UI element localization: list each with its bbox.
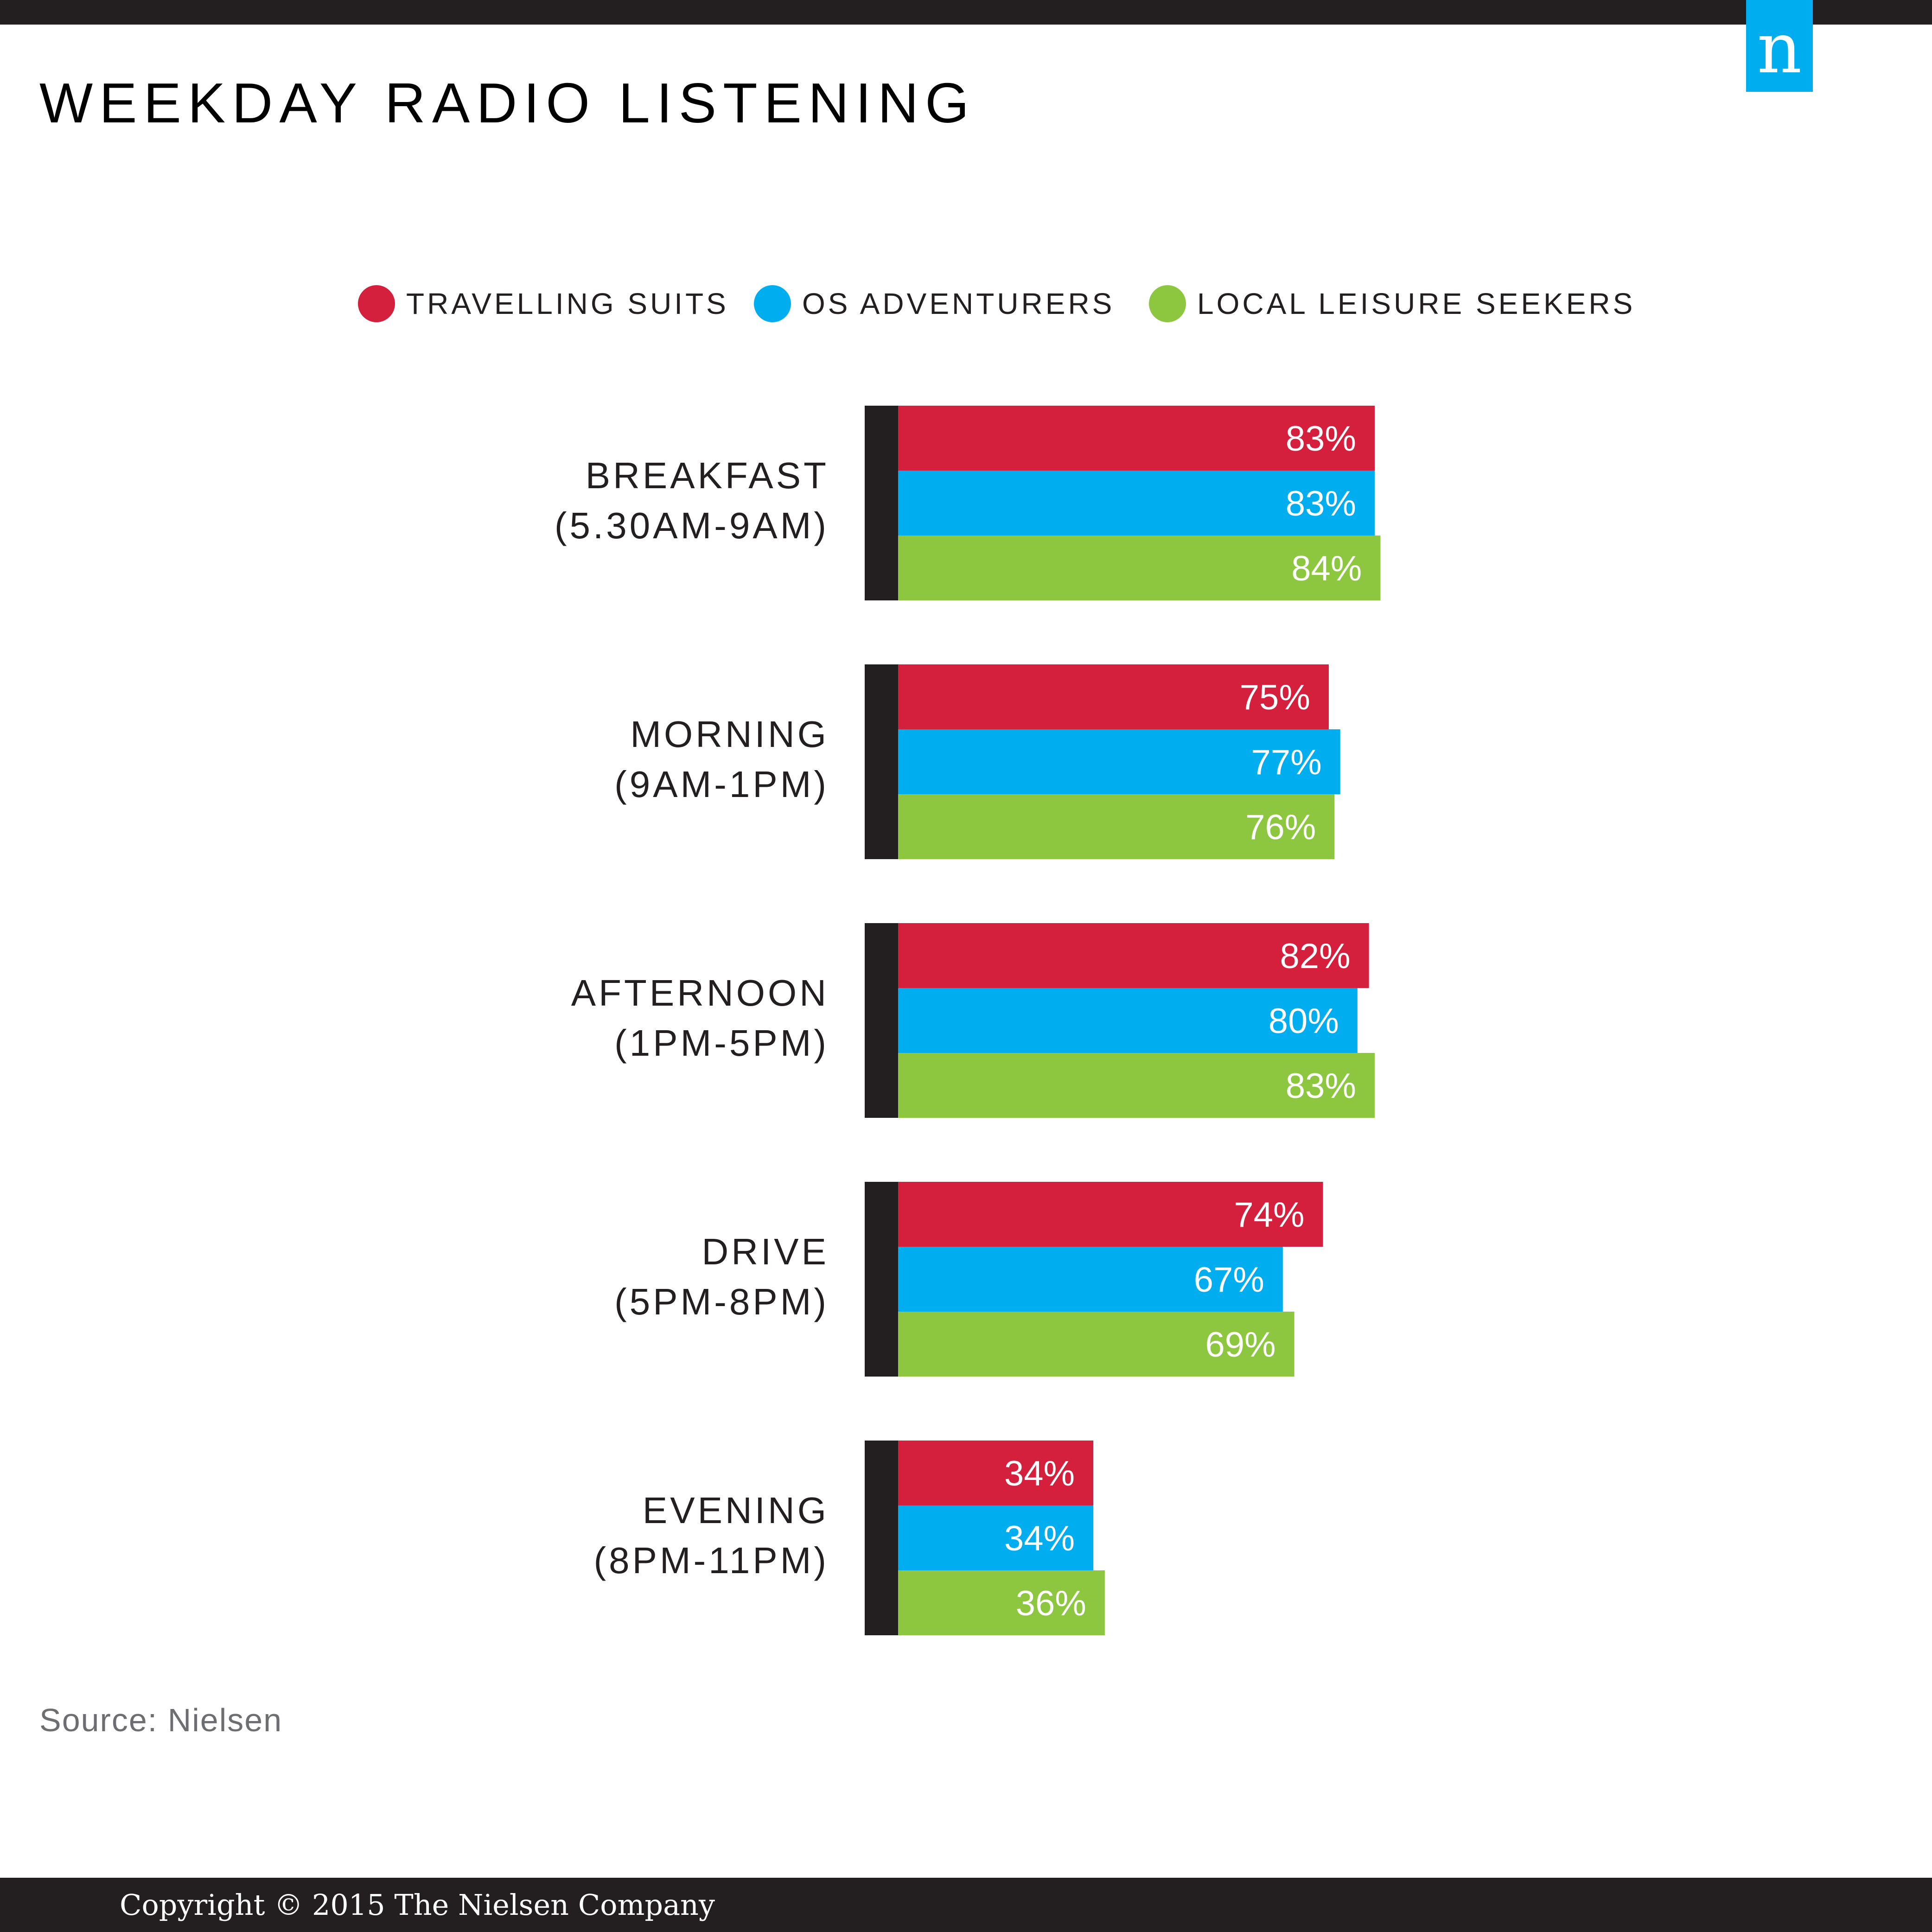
category-sublabel: (1PM-5PM) <box>614 1022 829 1064</box>
bar <box>898 1247 1283 1312</box>
legend-item-travelling-suits: TRAVELLING SUITS <box>358 278 729 329</box>
axis-stub <box>865 1441 898 1635</box>
bar <box>898 1441 1094 1505</box>
nielsen-logo: n <box>1746 0 1813 92</box>
axis-stub <box>865 664 898 859</box>
bar <box>898 729 1340 794</box>
legend-label: LOCAL LEISURE SEEKERS <box>1197 287 1636 320</box>
category-label: BREAKFAST <box>586 455 829 496</box>
data-label: 82% <box>1280 937 1350 976</box>
bar <box>898 1570 1105 1635</box>
data-label: 83% <box>1286 484 1356 523</box>
data-label: 75% <box>1240 678 1310 717</box>
bar <box>898 794 1335 859</box>
bar <box>898 988 1358 1053</box>
data-label: 84% <box>1291 549 1362 588</box>
bar <box>898 471 1375 536</box>
category-sublabel: (9AM-1PM) <box>614 764 829 805</box>
legend-swatch-blue <box>754 285 791 322</box>
bar <box>898 1182 1323 1247</box>
data-label: 74% <box>1234 1195 1304 1235</box>
category-label: MORNING <box>630 714 829 755</box>
legend-label: OS ADVENTURERS <box>802 287 1115 320</box>
legend-item-os-adventurers: OS ADVENTURERS <box>754 278 1115 329</box>
data-label: 67% <box>1194 1260 1264 1300</box>
category-sublabel: (5PM-8PM) <box>614 1281 829 1322</box>
category-label: EVENING <box>643 1490 829 1531</box>
legend-swatch-red <box>358 285 395 322</box>
data-label: 69% <box>1205 1325 1275 1365</box>
data-label: 76% <box>1245 808 1316 847</box>
category-label: DRIVE <box>702 1231 829 1272</box>
footer-bar: Copyright © 2015 The Nielsen Company <box>0 1878 1932 1932</box>
bar <box>898 1053 1375 1118</box>
legend-label: TRAVELLING SUITS <box>406 287 729 320</box>
bar <box>898 1505 1094 1570</box>
top-bar <box>0 0 1932 25</box>
axis-stub <box>865 923 898 1118</box>
legend-item-local-leisure-seekers: LOCAL LEISURE SEEKERS <box>1149 278 1635 329</box>
axis-stub <box>865 1182 898 1377</box>
legend: TRAVELLING SUITS OS ADVENTURERS LOCAL LE… <box>0 278 1932 329</box>
data-label: 34% <box>1004 1454 1075 1493</box>
legend-swatch-green <box>1149 285 1186 322</box>
axis-stub <box>865 406 898 600</box>
category-sublabel: (8PM-11PM) <box>594 1540 829 1581</box>
source-note: Source: Nielsen <box>39 1702 283 1738</box>
copyright-text: Copyright © 2015 The Nielsen Company <box>120 1888 715 1922</box>
data-label: 83% <box>1286 1066 1356 1106</box>
bar <box>898 406 1375 471</box>
data-label: 80% <box>1269 1001 1339 1041</box>
bar <box>898 1312 1294 1377</box>
logo-glyph: n <box>1757 8 1802 89</box>
data-label: 77% <box>1251 743 1322 782</box>
data-label: 34% <box>1004 1519 1075 1558</box>
data-label: 83% <box>1286 419 1356 459</box>
chart-title: WEEKDAY RADIO LISTENING <box>39 71 976 134</box>
data-label: 36% <box>1016 1584 1086 1623</box>
bar <box>898 923 1369 988</box>
category-label: AFTERNOON <box>571 972 829 1014</box>
bar <box>898 536 1381 600</box>
category-sublabel: (5.30AM-9AM) <box>555 505 829 546</box>
bar <box>898 664 1329 729</box>
